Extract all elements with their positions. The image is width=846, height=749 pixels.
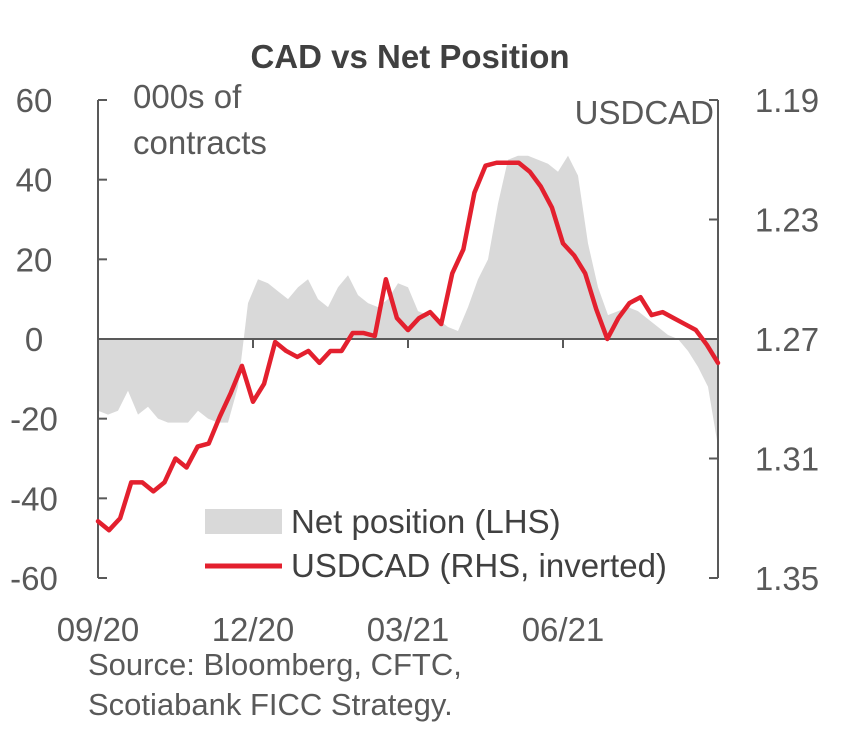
left-tick-label: -40: [10, 480, 58, 517]
labels-layer: 60 40 20 0 -20 -40 -60 1.19 1.23 1.27 1.31 1.35 09/2…: [10, 78, 819, 648]
left-tick-label: -60: [10, 560, 58, 597]
legend-swatch-net-position: [205, 509, 282, 534]
x-tick-label: 06/21: [522, 611, 605, 648]
legend-label-net-position: Net position (LHS): [291, 503, 561, 540]
chart-title: CAD vs Net Position: [250, 38, 569, 75]
x-tick-label: 12/20: [212, 611, 295, 648]
right-tick-label: 1.31: [755, 441, 819, 478]
right-tick-label: 1.27: [755, 321, 819, 358]
legend-label-usdcad: USDCAD (RHS, inverted): [291, 547, 667, 584]
right-tick-label: 1.35: [755, 560, 819, 597]
source-line-2: Scotiabank FICC Strategy.: [88, 687, 453, 722]
net-position-area-layer: [98, 155, 718, 447]
right-tick-label: 1.23: [755, 202, 819, 239]
right-axis-unit: USDCAD: [575, 94, 714, 131]
left-tick-label: -20: [10, 401, 58, 438]
left-tick-label: 40: [16, 162, 53, 199]
left-axis-unit: 000s of: [133, 78, 242, 115]
net-position-area: [98, 155, 718, 447]
x-tick-label: 09/20: [57, 611, 140, 648]
left-tick-label: 20: [16, 241, 53, 278]
left-tick-label: 60: [16, 82, 53, 119]
legend: Net position (LHS) USDCAD (RHS, inverted): [205, 503, 667, 584]
right-tick-label: 1.19: [755, 82, 819, 119]
axes-layer: [97, 99, 719, 579]
left-tick-label: 0: [25, 321, 43, 358]
left-axis-unit: contracts: [133, 124, 267, 161]
usdcad-line: [95, 160, 721, 533]
source-note: Source: Bloomberg, CFTC, Scotiabank FICC…: [88, 645, 462, 725]
x-tick-label: 03/21: [367, 611, 450, 648]
usdcad-line-layer: [95, 160, 721, 533]
source-line-1: Source: Bloomberg, CFTC,: [88, 647, 462, 682]
